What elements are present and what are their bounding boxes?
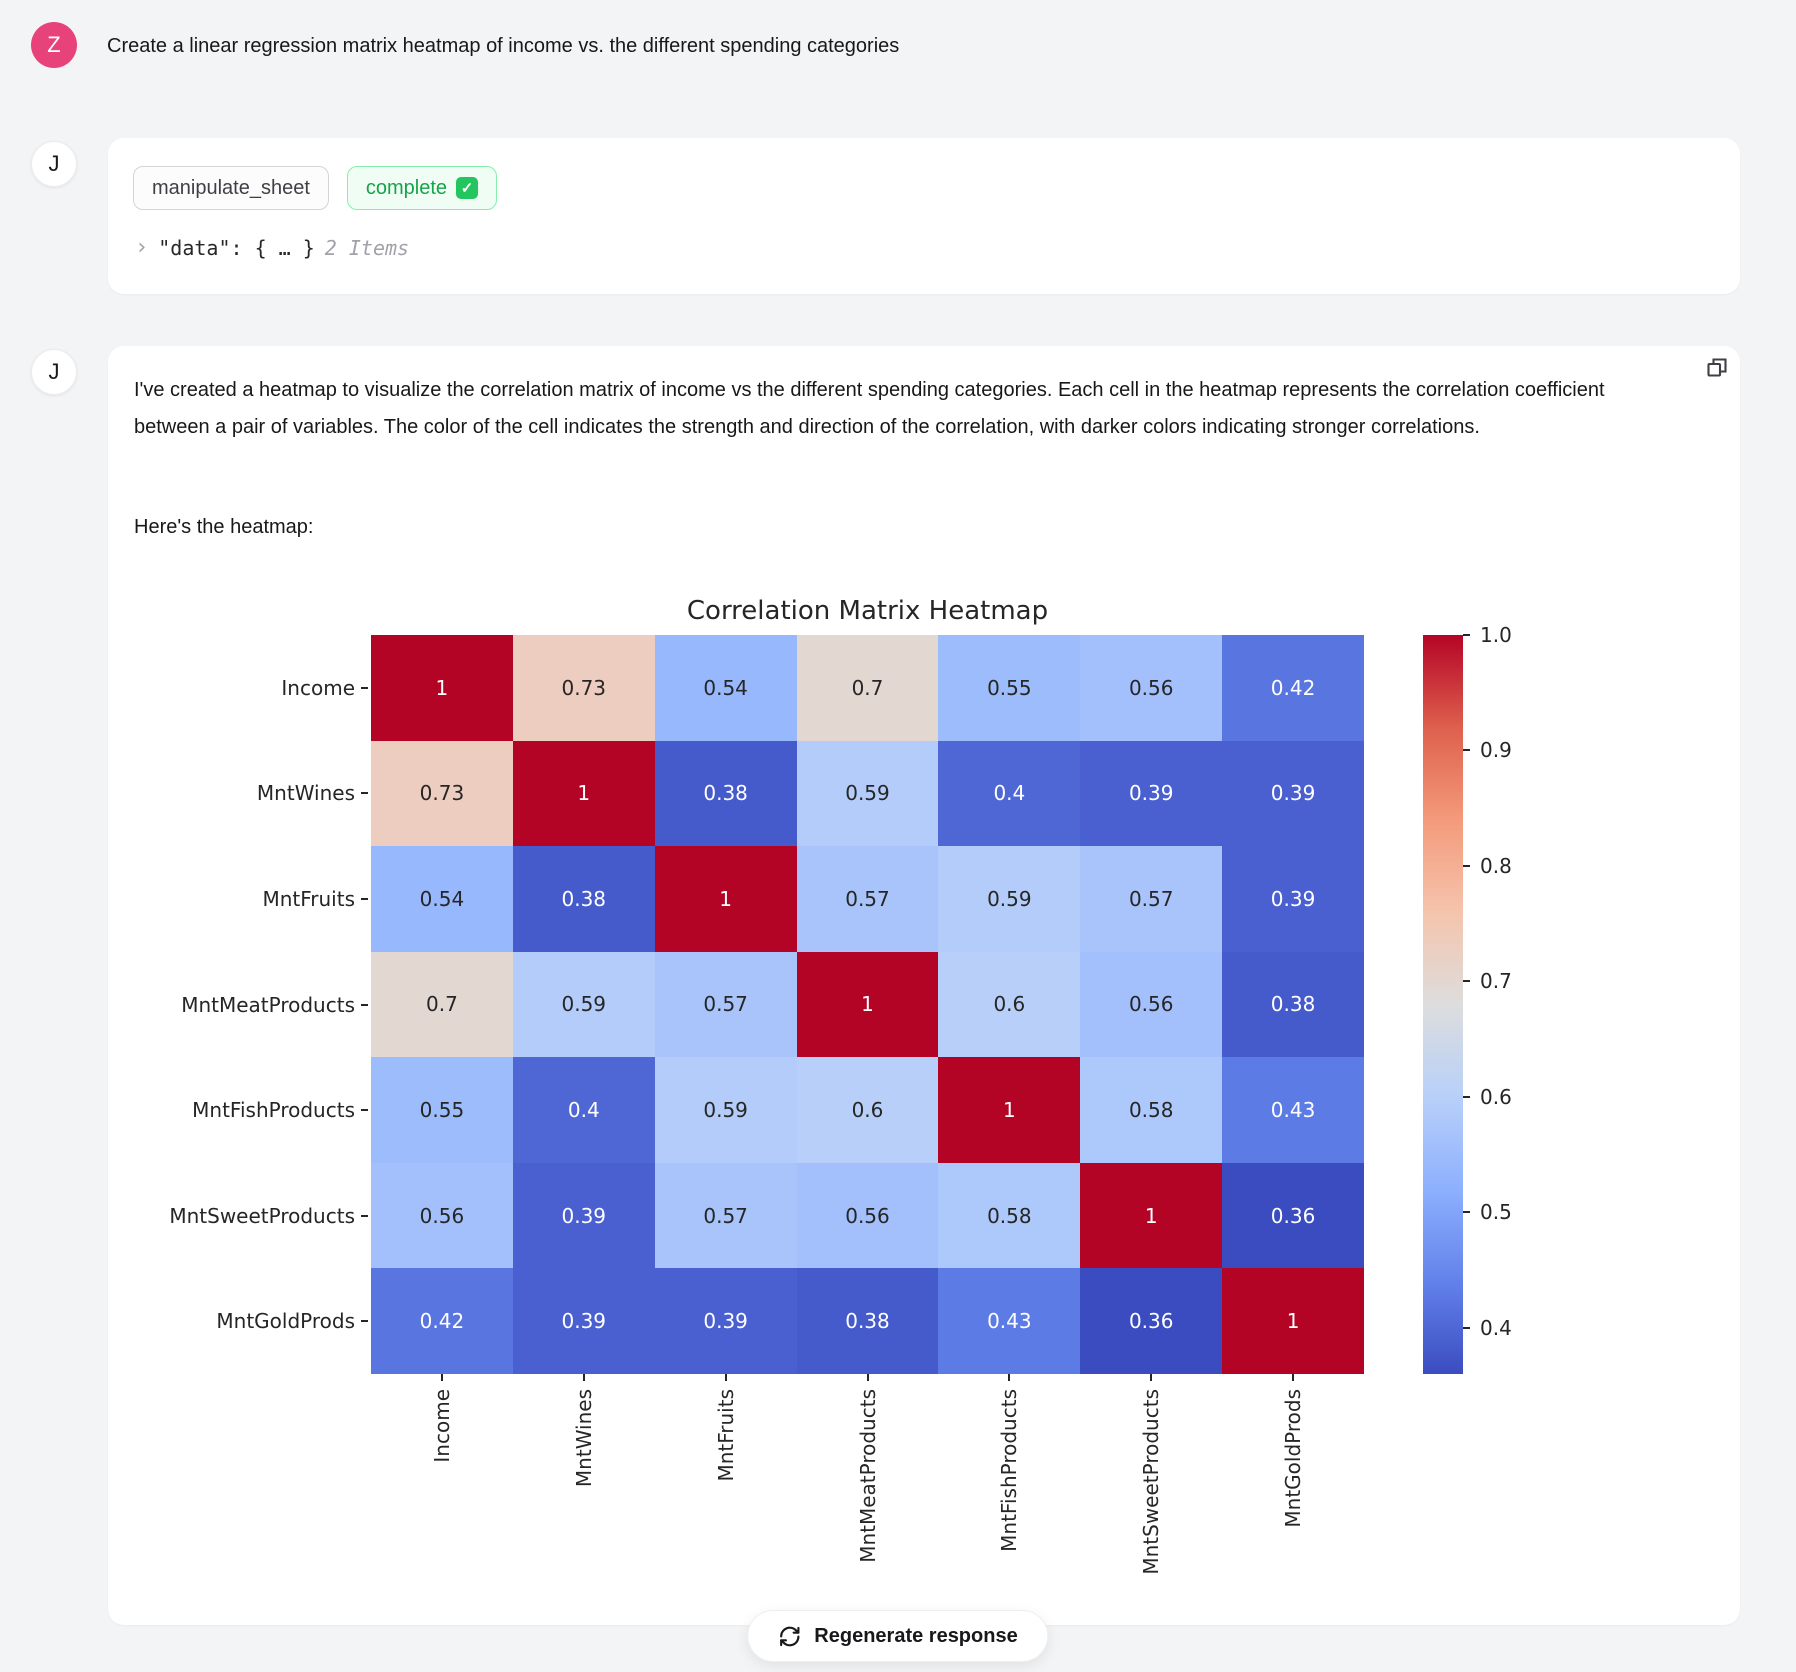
heatmap-cell: 0.58 (1080, 1057, 1223, 1163)
x-axis-label: MntWines (513, 1374, 655, 1618)
heatmap-cell: 1 (1080, 1162, 1223, 1269)
heatmap-cell: 0.57 (654, 951, 797, 1058)
heatmap-cell: 0.38 (796, 1268, 939, 1374)
refresh-icon (778, 1625, 801, 1648)
heatmap-cell: 0.7 (796, 635, 939, 741)
tool-name-chip[interactable]: manipulate_sheet (133, 166, 329, 210)
heatmap-cell: 0.38 (1222, 951, 1364, 1058)
heatmap-cell: 0.4 (512, 1057, 655, 1163)
tool-call-card: manipulate_sheet complete ✓ › "data": { … (108, 138, 1740, 294)
heatmap-colorbar (1423, 635, 1463, 1374)
heatmap-x-axis-labels: Income MntWines MntFruits MntMeatProducts Mn… (371, 1374, 1364, 1618)
chart-title: Correlation Matrix Heatmap (686, 596, 1049, 626)
assistant-message-card: I've created a heatmap to visualize the … (108, 346, 1740, 1625)
x-axis-label: Income (371, 1374, 513, 1618)
avatar: Z (31, 22, 77, 68)
heatmap-cell: 0.39 (1222, 846, 1364, 952)
heatmap-cell: 0.43 (1222, 1057, 1364, 1163)
x-axis-label: MntFishProducts (938, 1374, 1080, 1618)
y-axis-label: MntWines (108, 741, 371, 847)
chevron-right-icon: › (135, 235, 149, 260)
heatmap-cell: 0.38 (512, 846, 655, 952)
heatmap-cell: 0.56 (1080, 635, 1223, 741)
avatar: J (31, 141, 77, 187)
heatmap-cell: 0.55 (371, 1057, 513, 1163)
y-axis-label: MntFruits (108, 846, 371, 952)
heatmap-cell: 0.54 (654, 635, 797, 741)
heatmap-cell: 1 (1222, 1268, 1364, 1374)
x-axis-label: MntSweetProducts (1080, 1374, 1222, 1618)
heatmap-cell: 0.43 (938, 1268, 1081, 1374)
json-preview-code: "data": { … } (158, 236, 315, 260)
y-axis-label: Income (108, 635, 371, 741)
status-label: complete (365, 176, 448, 199)
colorbar-tick: 0.8 (1463, 854, 1512, 878)
heatmap-cell: 0.57 (796, 846, 939, 952)
heatmap-cell: 0.36 (1080, 1268, 1223, 1374)
x-axis-label: MntGoldProds (1222, 1374, 1364, 1618)
x-axis-label: MntFruits (655, 1374, 797, 1618)
avatar: J (31, 349, 77, 395)
heatmap-cell: 1 (796, 951, 939, 1058)
colorbar-tick: 0.6 (1463, 1085, 1512, 1109)
user-message-text: Create a linear regression matrix heatma… (107, 35, 900, 57)
heatmap-cell: 0.6 (796, 1057, 939, 1163)
colorbar-tick: 0.7 (1463, 969, 1512, 993)
heatmap-cell: 0.39 (512, 1268, 655, 1374)
heatmap-cell: 0.73 (512, 635, 655, 741)
y-axis-label: MntGoldProds (108, 1268, 371, 1374)
colorbar-tick: 0.9 (1463, 738, 1512, 762)
heatmap-cell: 0.39 (1222, 740, 1364, 847)
heatmap-cell: 0.39 (1080, 740, 1223, 847)
tool-chip-row: manipulate_sheet complete ✓ (133, 166, 498, 210)
heatmap-cell: 0.56 (1080, 951, 1223, 1058)
heatmap-cell: 0.56 (796, 1162, 939, 1269)
x-axis-label: MntMeatProducts (797, 1374, 939, 1618)
heatmap-cell: 1 (938, 1057, 1081, 1163)
heatmap-cell: 1 (371, 635, 513, 741)
assistant-lead-in: Here's the heatmap: (134, 516, 314, 538)
heatmap-cell: 0.6 (938, 951, 1081, 1058)
heatmap-cell: 0.7 (371, 951, 513, 1058)
heatmap-cell: 0.59 (938, 846, 1081, 952)
check-icon: ✓ (456, 177, 479, 199)
heatmap-cell: 0.38 (654, 740, 797, 847)
heatmap-cell: 0.59 (654, 1057, 797, 1163)
heatmap-cell: 0.59 (512, 951, 655, 1058)
heatmap-cell: 0.59 (796, 740, 939, 847)
copy-icon[interactable] (1704, 354, 1730, 380)
heatmap-grid: 1 0.73 0.54 0.7 0.55 0.56 0.42 0.73 1 0.38 0.59 0.4… (371, 635, 1364, 1374)
heatmap-cell: 0.42 (1222, 635, 1364, 741)
json-preview-row[interactable]: › "data": { … } 2 Items (135, 236, 409, 260)
heatmap-cell: 0.57 (1080, 846, 1223, 952)
json-preview-meta: 2 Items (324, 236, 410, 260)
colorbar-tick: 1.0 (1463, 623, 1512, 647)
regenerate-response-button[interactable]: Regenerate response (747, 1610, 1049, 1662)
heatmap-cell: 1 (654, 846, 797, 952)
heatmap-colorbar-ticks: 1.0 0.9 0.8 0.7 0.6 0.5 0.4 (1463, 623, 1543, 1374)
heatmap-cell: 1 (512, 740, 655, 847)
heatmap-y-axis-labels: Income MntWines MntFruits MntMeatProducts Mn… (108, 635, 371, 1374)
heatmap-cell: 0.57 (654, 1162, 797, 1269)
y-axis-label: MntSweetProducts (108, 1163, 371, 1269)
heatmap-cell: 0.54 (371, 846, 513, 952)
regenerate-label: Regenerate response (814, 1624, 1018, 1647)
heatmap-cell: 0.36 (1222, 1162, 1364, 1269)
status-badge[interactable]: complete ✓ (346, 166, 498, 210)
heatmap-cell: 0.73 (371, 740, 513, 847)
y-axis-label: MntFishProducts (108, 1057, 371, 1163)
heatmap-cell: 0.39 (512, 1162, 655, 1269)
colorbar-tick: 0.4 (1463, 1316, 1512, 1340)
heatmap-cell: 0.4 (938, 740, 1081, 847)
heatmap-cell: 0.42 (371, 1268, 513, 1374)
assistant-paragraph: I've created a heatmap to visualize the … (134, 379, 1605, 438)
colorbar-tick: 0.5 (1463, 1200, 1512, 1224)
heatmap-cell: 0.55 (938, 635, 1081, 741)
heatmap-cell: 0.58 (938, 1162, 1081, 1269)
heatmap-cell: 0.56 (371, 1162, 513, 1269)
y-axis-label: MntMeatProducts (108, 952, 371, 1058)
heatmap-cell: 0.39 (654, 1268, 797, 1374)
